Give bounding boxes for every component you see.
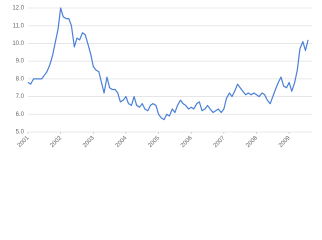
x-tick-label: 2006 [180,135,194,149]
y-tick-label: 5.0 [16,130,25,136]
chart: 5.0 6.0 7.0 8.0 9.0 10.0 11.0 12.0 2001 2002 2003 2… [12,6,312,149]
y-tick-label: 12.0 [12,6,24,12]
x-tick-label: 2003 [82,135,96,149]
y-tick-label: 7.0 [16,94,25,100]
x-tick-label: 2002 [49,135,63,149]
y-tick-label: 6.0 [16,112,25,118]
x-tick-label: 2007 [213,135,227,149]
y-tick-label: 9.0 [16,59,25,65]
x-tick-label: 2009 [278,135,292,149]
x-tick-label: 2008 [245,135,259,149]
x-tick-label: 2004 [115,135,129,149]
y-tick-label: 8.0 [16,76,25,82]
y-tick-label: 10.0 [12,41,24,47]
y-tick-label: 11.0 [13,23,25,29]
x-tick-label: 2001 [17,135,31,149]
x-tick-label: 2005 [147,135,161,149]
line [27,7,309,121]
